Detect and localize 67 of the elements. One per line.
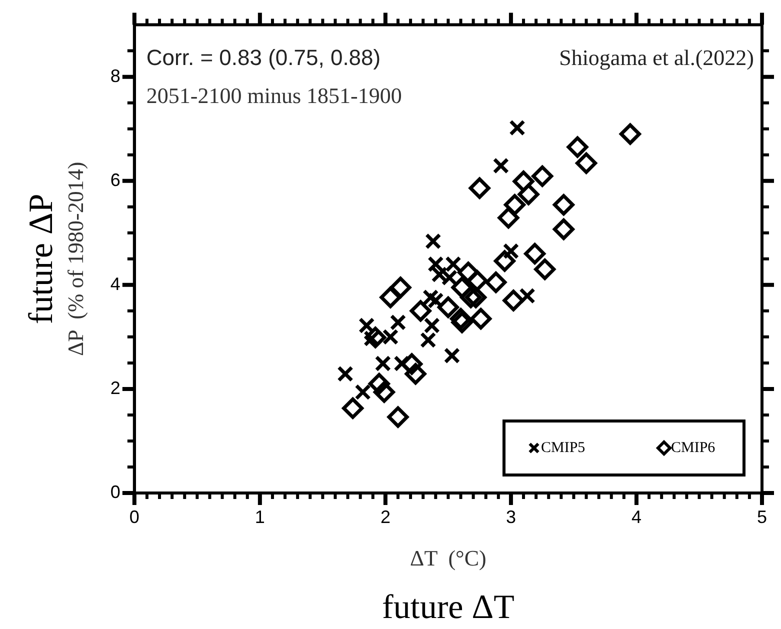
- point: [619, 123, 641, 145]
- point: [504, 194, 526, 216]
- y-tick-label: 2: [110, 378, 120, 398]
- point: [451, 312, 473, 334]
- point: [387, 406, 409, 428]
- x-tick-label: 0: [129, 506, 140, 527]
- point: [466, 270, 488, 292]
- annotation: Corr. = 0.83 (0.75, 0.88): [146, 44, 381, 70]
- point: [368, 373, 390, 395]
- y-axis-title: ΔP (% of 1980-2014): [62, 162, 88, 356]
- text: future ΔT: [382, 589, 515, 626]
- point: [468, 177, 490, 199]
- point: [444, 348, 460, 364]
- point: [502, 290, 524, 312]
- text: future ΔP: [23, 194, 60, 324]
- point: [524, 242, 546, 264]
- point: [512, 170, 534, 192]
- point: [337, 366, 354, 382]
- point: [342, 397, 364, 419]
- x-tick-label: 4: [631, 506, 642, 527]
- point: [404, 363, 426, 385]
- y-tick-label: 4: [110, 274, 120, 294]
- point: [390, 276, 412, 298]
- annotation: 2051-2100 minus 1851-1900: [146, 82, 402, 108]
- point: [498, 207, 520, 229]
- x-tick-label: 3: [506, 506, 516, 527]
- x-axis-title: ΔT (°C): [410, 546, 486, 571]
- point: [566, 136, 588, 158]
- point: [390, 314, 406, 330]
- point: [485, 272, 507, 294]
- legend-label: CMIP5: [540, 440, 586, 456]
- point: [458, 262, 480, 284]
- point: [382, 328, 399, 346]
- x-tick-label: 5: [756, 506, 767, 527]
- point: [492, 158, 510, 174]
- point: [422, 289, 439, 306]
- point: [552, 218, 574, 240]
- legend-label: CMIP6: [670, 440, 716, 456]
- y-tick-label: 8: [110, 66, 120, 86]
- point: [519, 288, 536, 304]
- point: [451, 276, 473, 298]
- x-tick-label: 2: [380, 506, 390, 527]
- x-tick-label: 1: [254, 506, 265, 527]
- annotation: Shiogama et al.(2022): [559, 44, 754, 70]
- point: [494, 250, 516, 272]
- point: [576, 152, 598, 174]
- point: [380, 286, 402, 308]
- point: [354, 384, 371, 400]
- point: [425, 233, 442, 250]
- point: [470, 308, 492, 330]
- point: [373, 381, 395, 403]
- point: [374, 355, 392, 372]
- point: [428, 292, 444, 309]
- y-tick-label: 6: [110, 170, 120, 190]
- point: [394, 355, 410, 372]
- point: [465, 286, 487, 308]
- point: [534, 258, 556, 280]
- point: [460, 286, 482, 308]
- point: [410, 300, 432, 322]
- point: [437, 296, 459, 318]
- point: [552, 194, 574, 216]
- point: [502, 242, 520, 260]
- point: [450, 308, 472, 330]
- point: [518, 184, 540, 206]
- point: [509, 120, 526, 136]
- y-tick-label: 0: [110, 482, 120, 502]
- point: [532, 165, 554, 187]
